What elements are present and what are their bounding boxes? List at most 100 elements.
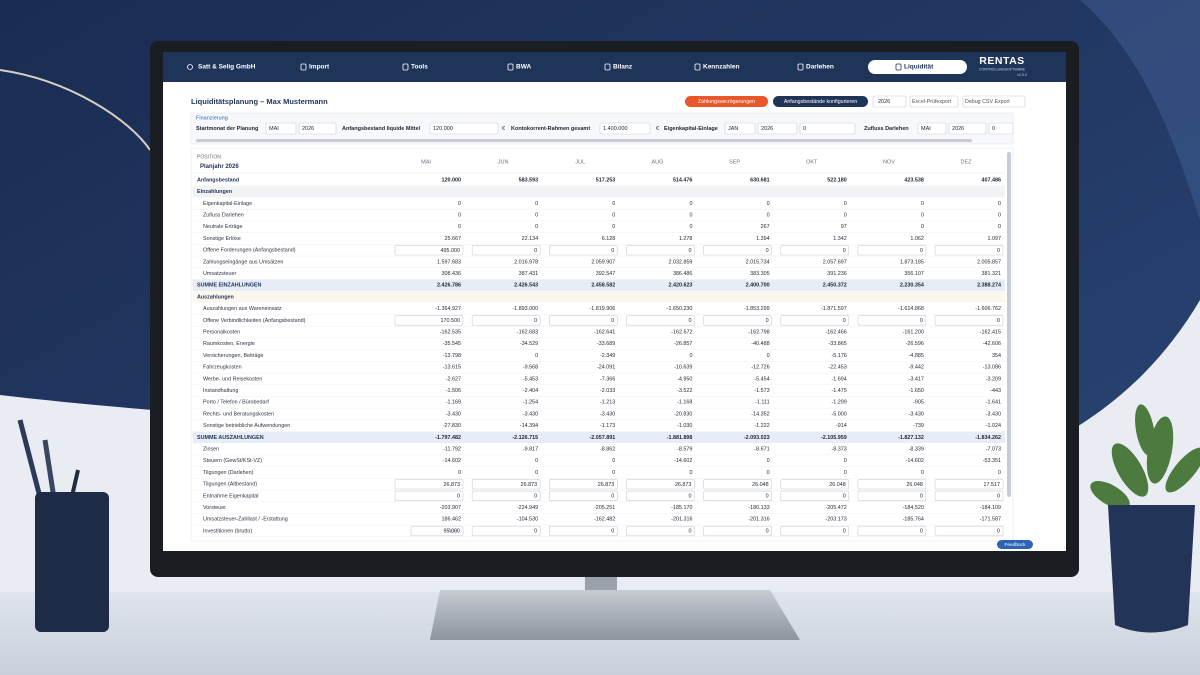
button-label[interactable]: Zahlungsverzögerungen: [698, 99, 755, 105]
cell-input[interactable]: [934, 490, 1004, 502]
cell-input-value[interactable]: 0: [997, 248, 1000, 254]
cell-input[interactable]: [626, 479, 695, 490]
cell-input[interactable]: [471, 479, 541, 490]
export-link[interactable]: Debug CSV Export: [965, 99, 1010, 105]
cell-input-value[interactable]: 26.873: [675, 482, 692, 488]
cell-input[interactable]: [857, 490, 927, 502]
cell-input-value[interactable]: 0: [611, 494, 614, 500]
nav-item[interactable]: Liquidität: [904, 64, 934, 71]
export-link[interactable]: Excel-Prüfexport: [912, 99, 952, 105]
cell-input[interactable]: [934, 315, 1004, 326]
cell-input[interactable]: [857, 245, 927, 256]
field-input[interactable]: [799, 122, 856, 135]
cell-input[interactable]: [626, 245, 695, 256]
action-button[interactable]: [773, 96, 868, 107]
cell-input[interactable]: [471, 245, 541, 256]
cell-input-value[interactable]: 0: [843, 248, 846, 254]
cell-input[interactable]: [394, 315, 464, 326]
cell-input-value[interactable]: 0: [843, 494, 846, 500]
cell-input[interactable]: [394, 245, 464, 256]
field-value[interactable]: 1.400.000: [603, 126, 627, 132]
field-value[interactable]: 0: [992, 126, 995, 132]
cell-input-value[interactable]: 0: [766, 494, 769, 500]
cell-input-value[interactable]: 0: [688, 529, 691, 535]
field-input[interactable]: [917, 122, 947, 135]
field-value[interactable]: 0: [803, 126, 806, 132]
nav-item[interactable]: Import: [309, 64, 330, 71]
field-value[interactable]: 2026: [761, 126, 773, 132]
cell-input-value[interactable]: 0: [920, 494, 923, 500]
field-input[interactable]: [298, 122, 337, 135]
cell-input-value[interactable]: 495.000: [441, 248, 461, 254]
field-input[interactable]: [948, 122, 987, 135]
cell-input-value[interactable]: 26.048: [752, 482, 769, 488]
nav-item[interactable]: Kennzahlen: [703, 64, 740, 71]
feedback-button[interactable]: [997, 540, 1033, 549]
cell-input-value[interactable]: 0: [997, 529, 1000, 535]
cell-input[interactable]: [780, 315, 850, 326]
cell-input-value[interactable]: 26.873: [598, 482, 615, 488]
cell-input[interactable]: [394, 479, 464, 490]
nav-item[interactable]: BWA: [516, 64, 531, 71]
cell-input-value[interactable]: 0: [611, 248, 614, 254]
cell-input[interactable]: [703, 490, 772, 502]
cell-input[interactable]: [780, 490, 850, 502]
cell-input[interactable]: [703, 525, 772, 537]
cell-input-value[interactable]: 0: [766, 318, 769, 324]
cell-input-value[interactable]: 0: [843, 529, 846, 535]
cell-input[interactable]: [934, 479, 1004, 490]
cell-input[interactable]: [703, 315, 772, 326]
cell-input[interactable]: [857, 315, 927, 326]
action-button[interactable]: [685, 96, 768, 107]
cell-input-value[interactable]: 0: [766, 248, 769, 254]
cell-input[interactable]: [548, 525, 618, 537]
nav-item[interactable]: Bilanz: [613, 64, 633, 71]
nav-company[interactable]: Satt & Selig GmbH: [198, 64, 256, 71]
export-button[interactable]: [909, 95, 959, 108]
cell-input-value[interactable]: 0: [843, 318, 846, 324]
field-value[interactable]: JAN: [728, 126, 738, 132]
cell-input[interactable]: [410, 525, 464, 537]
year-select[interactable]: [872, 95, 907, 108]
cell-input[interactable]: [548, 479, 618, 490]
cell-input[interactable]: [471, 525, 541, 537]
field-value[interactable]: MAI: [921, 126, 931, 132]
export-button[interactable]: [962, 95, 1026, 108]
cell-input[interactable]: [471, 315, 541, 326]
cell-input-value[interactable]: 95.000: [444, 529, 461, 535]
cell-input-value[interactable]: 0: [534, 248, 537, 254]
cell-input[interactable]: [780, 525, 850, 537]
cell-input[interactable]: [548, 315, 618, 326]
cell-input-value[interactable]: 0: [920, 318, 923, 324]
cell-input-value[interactable]: 0: [611, 318, 614, 324]
field-input[interactable]: [724, 122, 756, 135]
nav-item[interactable]: Tools: [411, 64, 428, 71]
cell-input-value[interactable]: 0: [920, 248, 923, 254]
nav-item[interactable]: Darlehen: [806, 64, 834, 71]
cell-input-value[interactable]: 0: [688, 318, 691, 324]
cell-input[interactable]: [471, 490, 541, 502]
year-select-value[interactable]: 2026: [878, 99, 890, 105]
cell-input[interactable]: [934, 525, 1004, 537]
field-value[interactable]: 120.000: [433, 126, 453, 132]
cell-input-value[interactable]: 0: [534, 494, 537, 500]
cell-input-value[interactable]: 0: [997, 494, 1000, 500]
cell-input[interactable]: [394, 490, 464, 502]
cell-input-value[interactable]: 170.500: [441, 318, 461, 324]
cell-input-value[interactable]: 0: [688, 248, 691, 254]
cell-input[interactable]: [626, 490, 695, 502]
cell-input[interactable]: [934, 245, 1004, 256]
cell-input[interactable]: [548, 490, 618, 502]
cell-input[interactable]: [626, 525, 695, 537]
field-value[interactable]: 2026: [952, 126, 964, 132]
cell-input[interactable]: [548, 245, 618, 256]
cell-input-value[interactable]: 0: [534, 529, 537, 535]
cell-input-value[interactable]: 0: [766, 529, 769, 535]
cell-input[interactable]: [857, 525, 927, 537]
cell-input-value[interactable]: 0: [997, 318, 1000, 324]
field-value[interactable]: 2026: [302, 126, 314, 132]
field-input[interactable]: [429, 122, 499, 135]
field-input[interactable]: [757, 122, 798, 135]
cell-input-value[interactable]: 17.517: [984, 482, 1001, 488]
cell-input-value[interactable]: 0: [920, 529, 923, 535]
